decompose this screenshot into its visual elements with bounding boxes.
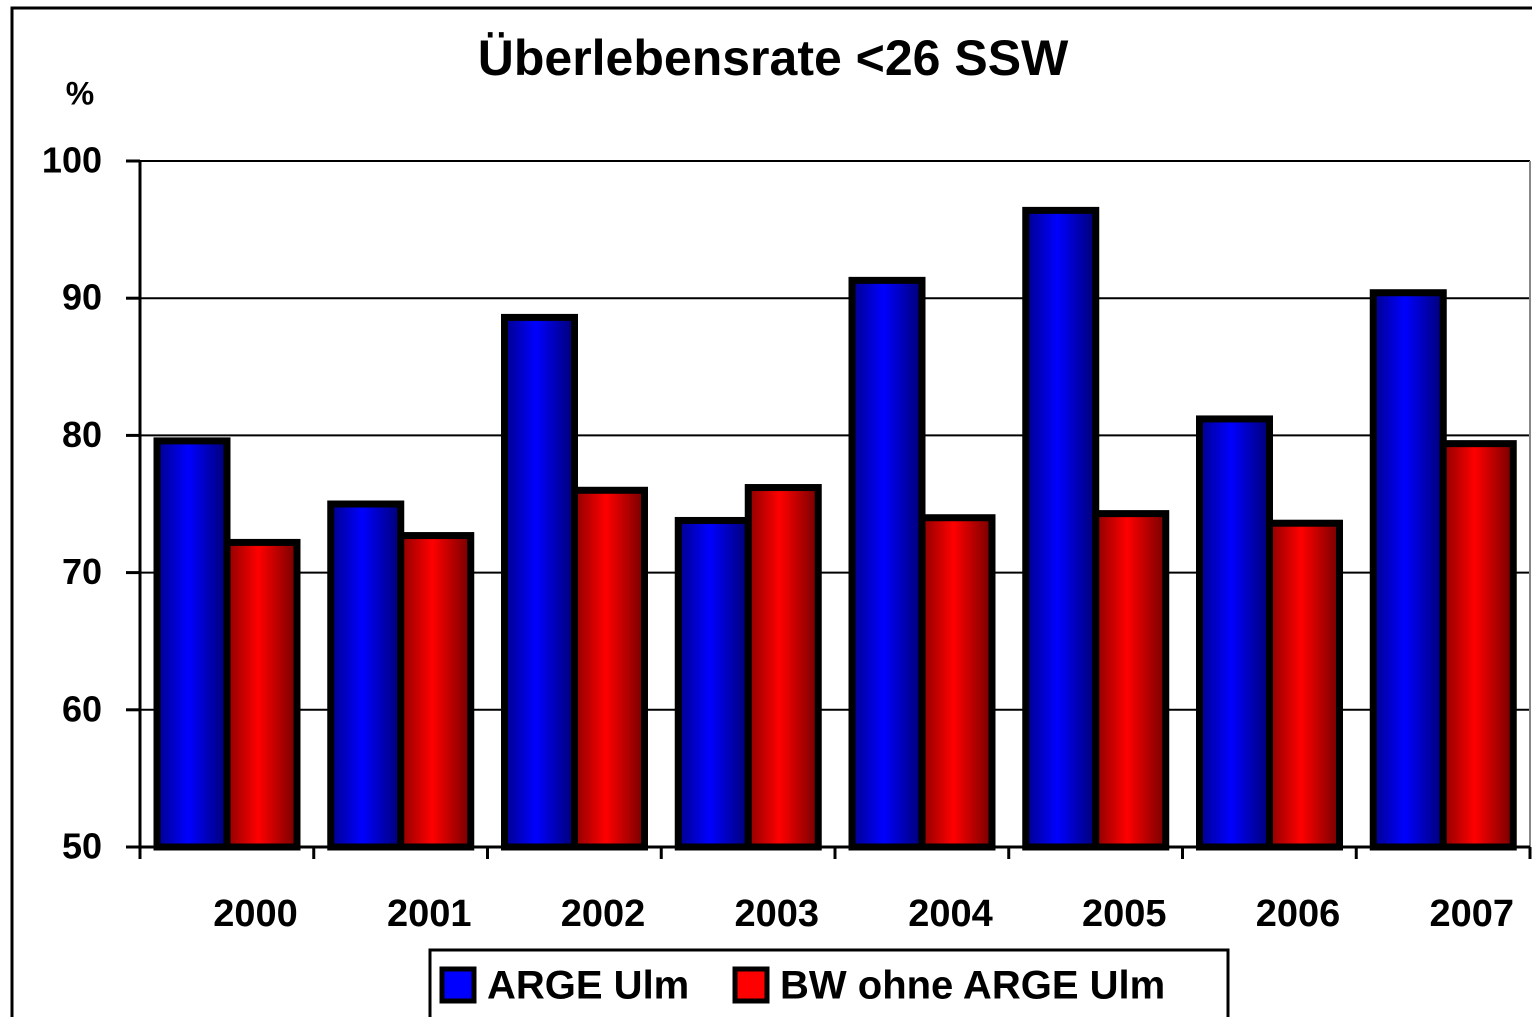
bar xyxy=(1092,510,1170,851)
y-tick-label: 50 xyxy=(62,826,102,867)
bar xyxy=(153,437,231,851)
x-tick-label: 2007 xyxy=(1429,893,1514,935)
y-tick-label: 90 xyxy=(62,277,102,318)
chart-frame xyxy=(10,6,1532,1017)
x-tick-label: 2002 xyxy=(561,893,646,935)
x-tick-label: 2006 xyxy=(1256,893,1341,935)
y-tick-label: 60 xyxy=(62,688,102,729)
bar xyxy=(223,538,301,851)
y-tick-label: 100 xyxy=(42,140,102,181)
y-tick-label: 70 xyxy=(62,551,102,592)
bar xyxy=(674,516,752,851)
legend-label: BW ohne ARGE Ulm xyxy=(780,964,1165,1008)
bar xyxy=(744,484,822,851)
bar xyxy=(848,276,926,851)
bar xyxy=(918,514,996,851)
x-tick-label: 2004 xyxy=(908,893,993,935)
x-tick-label: 2001 xyxy=(387,893,472,935)
legend-swatch xyxy=(439,966,477,1004)
bar xyxy=(1369,289,1447,851)
bar xyxy=(327,500,405,851)
bar xyxy=(501,313,578,851)
bar xyxy=(1266,519,1343,851)
bar xyxy=(1439,440,1517,851)
bar xyxy=(571,486,648,851)
bar xyxy=(1196,415,1273,851)
y-axis-label: % xyxy=(66,75,94,111)
x-tick-label: 2000 xyxy=(213,893,298,935)
bar xyxy=(397,532,475,851)
legend-swatch xyxy=(732,966,770,1004)
x-tick-label: 2005 xyxy=(1082,893,1167,935)
bar xyxy=(1022,206,1100,851)
chart-title: Überlebensrate <26 SSW xyxy=(478,30,1069,86)
legend-label: ARGE Ulm xyxy=(487,964,689,1008)
x-tick-label: 2003 xyxy=(734,893,819,935)
legend-box xyxy=(428,948,1230,1017)
y-tick-label: 80 xyxy=(62,414,102,455)
